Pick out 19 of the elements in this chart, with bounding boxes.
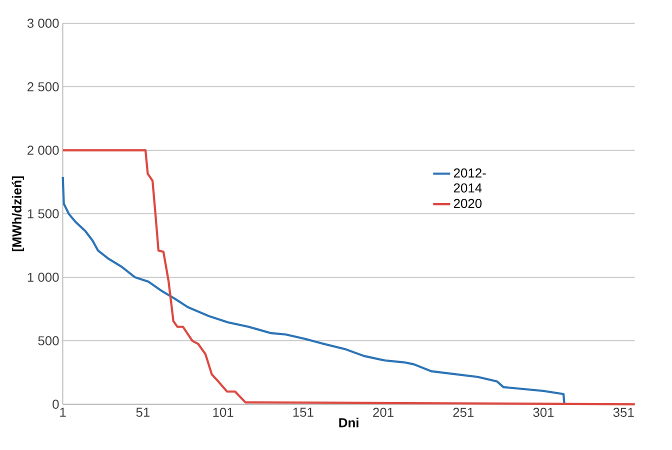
legend-label: 2012-2014 [454,168,486,193]
x-tick-label: 1 [60,408,66,417]
y-tick-label: 2 500 [28,82,59,92]
y-tick-label: 3 000 [27,18,59,28]
x-axis-title: Dni [339,418,358,428]
x-tick-label: 301 [533,408,554,417]
y-axis-title: [MWh/dzień] [12,176,24,252]
y-tick-label: 1 500 [28,209,59,218]
y-tick-label: 0 [52,400,59,409]
x-tick-label: 151 [293,408,314,417]
x-tick-label: 201 [373,408,394,417]
x-tick-label: 101 [213,408,234,417]
y-tick-label: 1 000 [28,272,59,282]
x-tick-label: 51 [136,408,150,417]
y-tick-label: 2 000 [28,146,59,155]
y-tick-label: 500 [38,336,59,346]
legend-label: 2020 [454,198,482,208]
x-tick-label: 351 [613,408,634,417]
x-tick-label: 251 [453,408,474,417]
